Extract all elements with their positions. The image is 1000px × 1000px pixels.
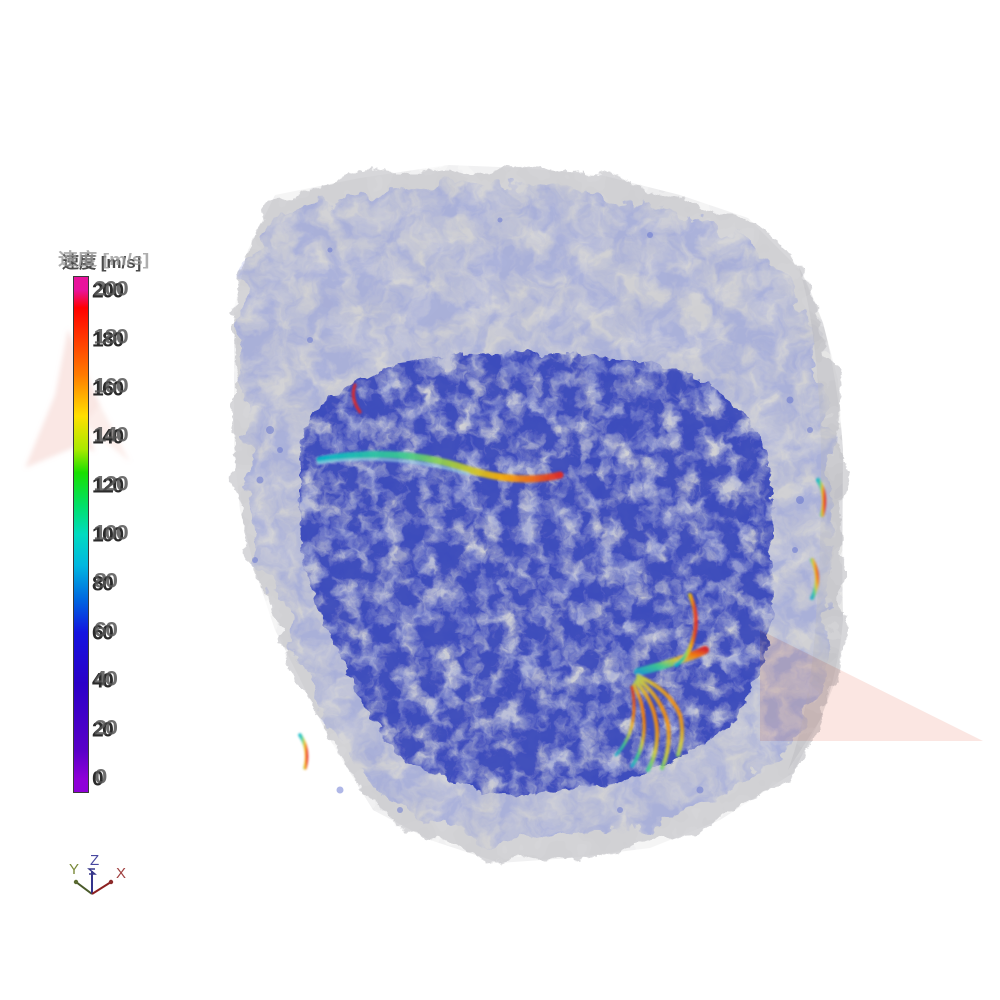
svg-text:X: X xyxy=(116,865,126,882)
svg-text:Y: Y xyxy=(69,861,79,878)
svg-text:Z: Z xyxy=(90,852,99,869)
